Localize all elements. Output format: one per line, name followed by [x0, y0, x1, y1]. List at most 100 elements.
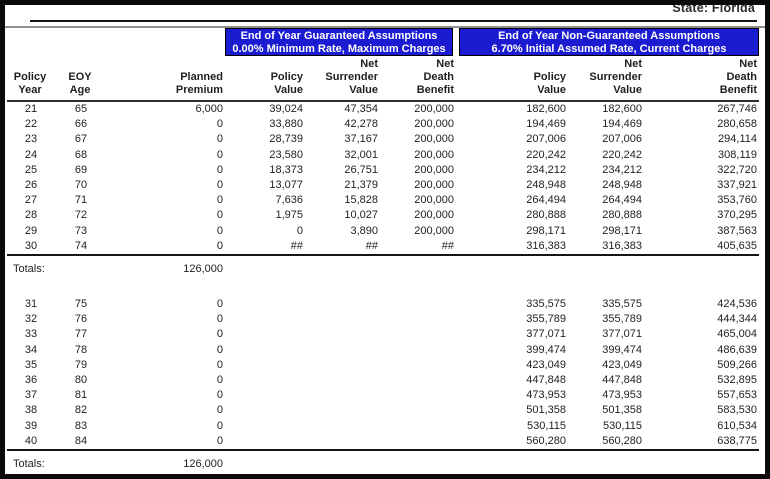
cell: 0 — [216, 148, 223, 161]
banner-spacer — [7, 28, 225, 56]
header-guar-net-surrender-value: Net Surrender Value — [305, 56, 380, 102]
table-row: 30 74 0 ## ## ## 316,383 316,383 405,635 — [7, 239, 759, 255]
cell: 72 — [74, 209, 88, 222]
cell: 27 — [24, 194, 38, 207]
cell: 298,171 — [602, 224, 642, 237]
cell: 355,789 — [602, 313, 642, 326]
cell: 423,049 — [526, 358, 566, 371]
rows-block-2: 31 75 0 335,575 335,575 424,536 32 76 0 355,789 35… — [7, 297, 759, 450]
cell: 80 — [74, 374, 88, 387]
cell: 399,474 — [602, 343, 642, 356]
cell: 220,242 — [526, 148, 566, 161]
header-nonguar-net-surrender-value: Net Surrender Value — [568, 56, 644, 102]
cell: 36 — [24, 374, 38, 387]
cell: 82 — [74, 404, 88, 417]
cell: ## — [290, 239, 303, 252]
guaranteed-assumptions-banner: End of Year Guaranteed Assumptions 0.00%… — [225, 28, 453, 56]
cell — [380, 343, 456, 358]
cell: 194,469 — [602, 118, 642, 131]
table-row: 24 68 0 23,580 32,001 200,000 220,242 220,242 30… — [7, 148, 759, 163]
table-row: 38 82 0 501,358 501,358 583,530 — [7, 403, 759, 418]
cell: 0 — [216, 194, 223, 207]
table-row: 22 66 0 33,880 42,278 200,000 194,469 194,469 28… — [7, 117, 759, 132]
cell: 31 — [24, 298, 38, 311]
table-row: 28 72 0 1,975 10,027 200,000 280,888 280,888 370… — [7, 208, 759, 223]
cell: 377,071 — [526, 328, 566, 341]
cell — [305, 327, 380, 342]
cell: 26 — [24, 179, 38, 192]
cell: 37,167 — [344, 133, 378, 146]
cell: 248,948 — [526, 179, 566, 192]
cell: 200,000 — [414, 163, 454, 176]
cell: 316,383 — [602, 239, 642, 252]
cell — [305, 388, 380, 403]
cell: 405,635 — [717, 239, 757, 252]
cell: 200,000 — [414, 148, 454, 161]
cell: 29 — [24, 224, 38, 237]
cell: 0 — [216, 224, 223, 237]
table-row: 25 69 0 18,373 26,751 200,000 234,212 234,212 32… — [7, 163, 759, 178]
cell: 532,895 — [717, 374, 757, 387]
state-label: State: Florida — [672, 1, 755, 15]
cell: 21,379 — [344, 179, 378, 192]
cell: 0 — [216, 434, 223, 447]
cell: 200,000 — [414, 179, 454, 192]
cell: 10,027 — [344, 209, 378, 222]
illustration-table: End of Year Guaranteed Assumptions 0.00%… — [7, 28, 759, 474]
cell: 207,006 — [526, 133, 566, 146]
cell — [225, 358, 305, 373]
cell: 30 — [24, 239, 38, 252]
header-guar-policy-value: Policy Value — [225, 56, 305, 102]
cell: 0 — [216, 313, 223, 326]
cell: 308,119 — [718, 148, 757, 161]
cell: 84 — [74, 434, 88, 447]
totals-premium-value: 126,000 — [107, 449, 225, 474]
cell: 32 — [24, 313, 38, 326]
cell: 65 — [74, 103, 88, 115]
table-row: 40 84 0 560,280 560,280 638,775 — [7, 434, 759, 450]
cell: 200,000 — [414, 118, 454, 131]
cell: 207,006 — [602, 133, 642, 146]
cell: 0 — [216, 179, 223, 192]
cell: 444,344 — [717, 313, 757, 326]
cell: 0 — [296, 224, 303, 237]
cell: 377,071 — [602, 328, 642, 341]
cell: 78 — [74, 343, 88, 356]
cell: 33,880 — [269, 118, 303, 131]
cell — [305, 358, 380, 373]
top-rule-secondary — [5, 26, 765, 28]
cell: 280,888 — [526, 209, 566, 222]
cell: 70 — [74, 179, 88, 192]
cell: ## — [441, 239, 454, 252]
cell: 22 — [24, 118, 38, 131]
cell: 335,575 — [526, 298, 566, 311]
cell: 220,242 — [602, 148, 642, 161]
banner-row: End of Year Guaranteed Assumptions 0.00%… — [7, 28, 759, 56]
column-header-row: Policy Year EOY Age Planned Premium Poli… — [7, 56, 759, 102]
non-guaranteed-assumptions-banner: End of Year Non-Guaranteed Assumptions 6… — [459, 28, 759, 56]
cell — [305, 343, 380, 358]
cell: 21 — [24, 103, 38, 115]
cell: 42,278 — [344, 118, 378, 131]
cell: 26,751 — [344, 163, 378, 176]
cell: 3,890 — [350, 224, 378, 237]
header-policy-year: Policy Year — [7, 56, 55, 102]
guaranteed-banner-line2: 0.00% Minimum Rate, Maximum Charges — [232, 43, 446, 55]
cell: 40 — [24, 434, 38, 447]
table-row: 33 77 0 377,071 377,071 465,004 — [7, 327, 759, 342]
cell: 194,469 — [526, 118, 566, 131]
cell: 76 — [74, 313, 88, 326]
cell: 23,580 — [269, 148, 303, 161]
table-row: 39 83 0 530,115 530,115 610,534 — [7, 419, 759, 434]
cell: 387,563 — [717, 224, 757, 237]
table-row: 27 71 0 7,636 15,828 200,000 264,494 264,494 353… — [7, 193, 759, 208]
cell: 234,212 — [602, 163, 642, 176]
cell: 69 — [74, 163, 88, 176]
header-eoy-age: EOY Age — [55, 56, 107, 102]
cell — [225, 327, 305, 342]
cell: 32,001 — [344, 148, 378, 161]
totals-label: Totals: — [7, 449, 107, 474]
cell: 355,789 — [526, 313, 566, 326]
guaranteed-banner-line1: End of Year Guaranteed Assumptions — [240, 30, 438, 42]
cell: 509,266 — [717, 358, 757, 371]
